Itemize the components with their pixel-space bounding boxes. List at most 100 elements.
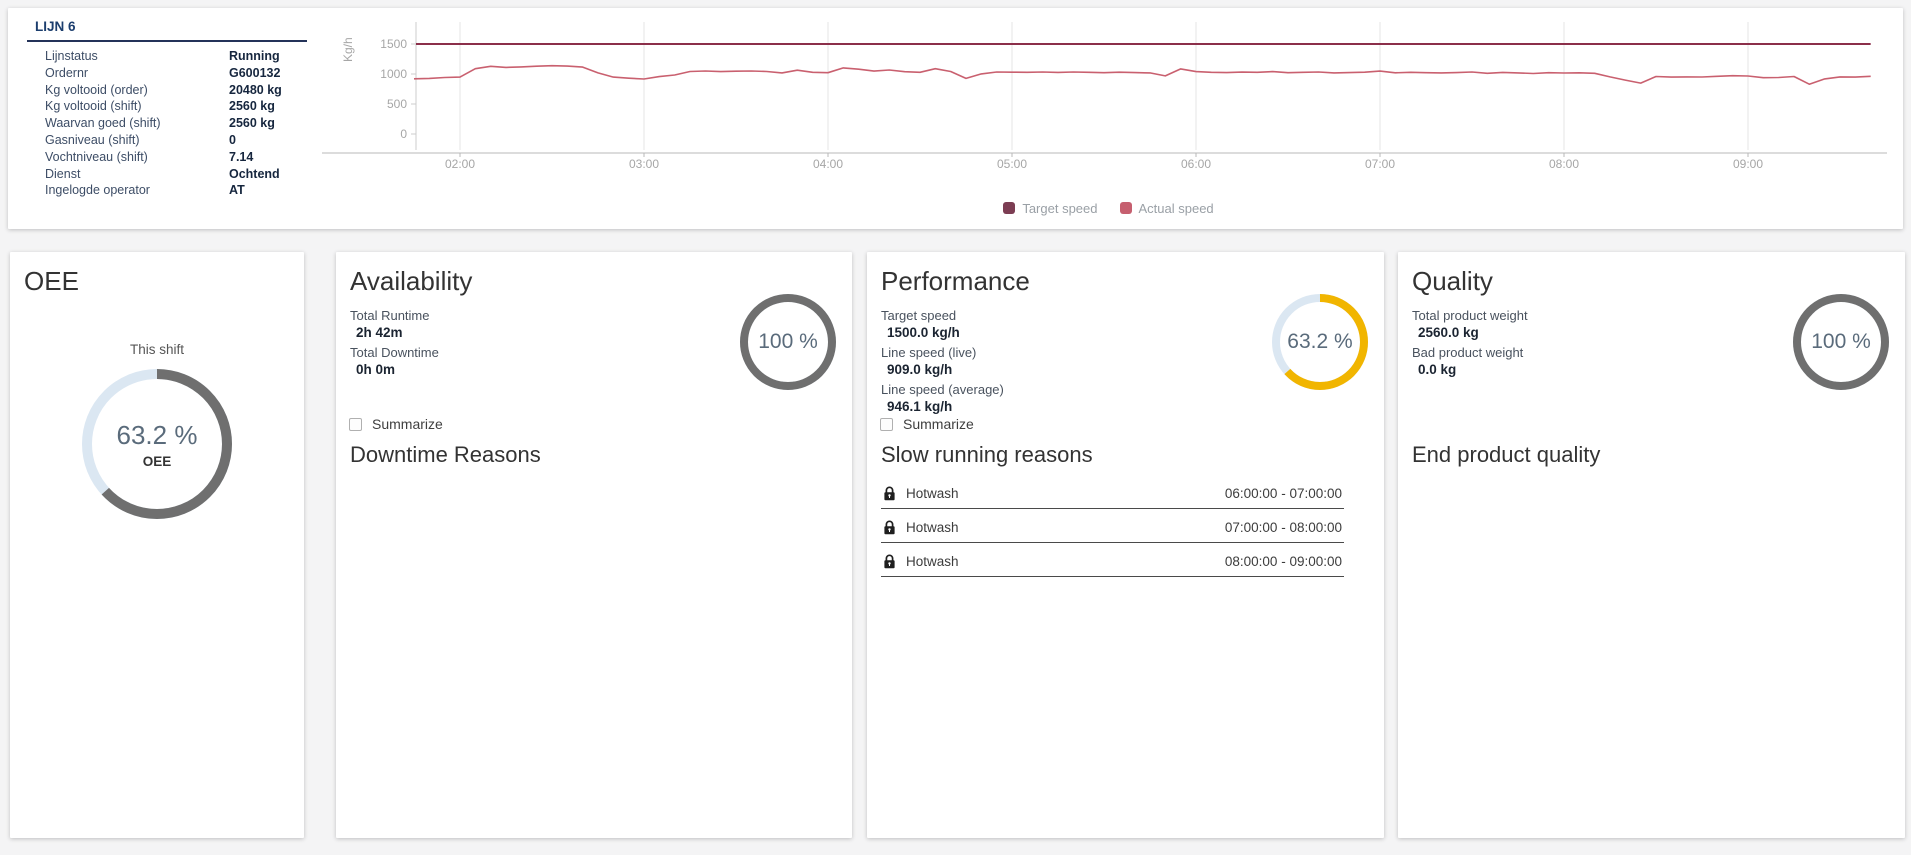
- performance-stats: Target speed 1500.0 kg/h Line speed (live)…: [881, 308, 1370, 415]
- lock-icon: [884, 520, 895, 535]
- performance-card: Performance Target speed 1500.0 kg/h Line …: [867, 252, 1384, 838]
- stat-value: 909.0 kg/h: [887, 362, 953, 377]
- svg-text:08:00: 08:00: [1549, 157, 1579, 171]
- stat-value: 0.0 kg: [1418, 362, 1457, 377]
- svg-text:06:00: 06:00: [1181, 157, 1211, 171]
- donut-text: 63.2 % OEE: [82, 369, 232, 519]
- stat: Line speed (average) 946.1 kg/h: [881, 382, 1370, 415]
- stat-value: 946.1 kg/h: [887, 399, 953, 414]
- stat-label: Bad product weight: [1412, 345, 1524, 360]
- end-product-quality-heading: End product quality: [1412, 442, 1601, 467]
- svg-text:500: 500: [387, 97, 407, 111]
- info-label: Ingelogde operator: [45, 183, 150, 198]
- line-status-panel: LIJN 6 Lijnstatus Running Ordernr G600132 Kg…: [8, 8, 1903, 229]
- svg-text:1500: 1500: [380, 37, 407, 51]
- shift-label: This shift: [129, 342, 184, 357]
- line-info-row: Kg voltooid (order) 20480 kg: [27, 82, 307, 99]
- lock-icon: [884, 486, 895, 501]
- line-info-row: Ordernr G600132: [27, 65, 307, 82]
- stat-value: 0h 0m: [356, 362, 396, 377]
- summarize-label: Summarize: [372, 416, 443, 432]
- stat-label: Total Runtime: [350, 308, 430, 323]
- card-title-performance: Performance: [881, 266, 1030, 296]
- summarize-label: Summarize: [903, 416, 974, 432]
- svg-text:05:00: 05:00: [997, 157, 1027, 171]
- info-value: 2560 kg: [229, 99, 275, 114]
- reason-name: Hotwash: [906, 520, 959, 535]
- donut-text: 100 %: [1793, 294, 1889, 390]
- quality-card: Quality Total product weight 2560.0 kg Bad…: [1398, 252, 1905, 838]
- legend-label: Target speed: [1022, 200, 1098, 216]
- stat: Total product weight 2560.0 kg: [1412, 308, 1891, 341]
- info-label: Gasniveau (shift): [45, 132, 140, 147]
- info-value: 20480 kg: [229, 82, 282, 97]
- stat: Line speed (live) 909.0 kg/h: [881, 345, 1370, 378]
- oee-card: OEE This shift 63.2 % OEE: [10, 252, 304, 838]
- stat-label: Total Downtime: [350, 345, 439, 360]
- summarize-availability[interactable]: Summarize: [349, 416, 443, 432]
- quality-stats: Total product weight 2560.0 kg Bad product…: [1412, 308, 1891, 378]
- info-label: Vochtniveau (shift): [45, 149, 148, 164]
- stat: Bad product weight 0.0 kg: [1412, 345, 1891, 378]
- reason-row[interactable]: Hotwash 08:00:00 - 09:00:00: [881, 552, 1344, 577]
- line-info-rows: Lijnstatus Running Ordernr G600132 Kg voltoo…: [27, 42, 307, 199]
- line-info-table: LIJN 6 Lijnstatus Running Ordernr G600132 Kg…: [27, 15, 307, 199]
- reason-name: Hotwash: [906, 554, 959, 569]
- info-label: Dienst: [45, 166, 81, 181]
- info-label: Ordernr: [45, 65, 89, 80]
- info-value: 7.14: [229, 149, 254, 164]
- card-title-oee: OEE: [24, 266, 79, 296]
- availability-donut: 100 %: [740, 294, 836, 390]
- donut-sublabel: OEE: [142, 453, 172, 469]
- card-title-availability: Availability: [350, 266, 473, 296]
- svg-text:03:00: 03:00: [629, 157, 659, 171]
- speed-chart-svg: 02:00 03:00 04:00 05:00 06:00 07:00 08:00 09:00…: [322, 22, 1887, 171]
- stat-label: Total product weight: [1412, 308, 1528, 323]
- info-value: 2560 kg: [229, 116, 275, 131]
- downtime-reasons-heading: Downtime Reasons: [350, 442, 541, 467]
- stat-value: 2560.0 kg: [1418, 325, 1479, 340]
- info-value: Running: [229, 49, 280, 63]
- info-value: AT: [229, 183, 245, 198]
- slow-running-reasons-list: Hotwash 06:00:00 - 07:00:00 Hotwash 07:00:0…: [881, 484, 1344, 586]
- info-label: Waarvan goed (shift): [45, 116, 161, 131]
- info-label: Lijnstatus: [45, 49, 98, 63]
- line-info-row: Dienst Ochtend: [27, 166, 307, 183]
- line-info-row: Ingelogde operator AT: [27, 182, 307, 199]
- stat: Target speed 1500.0 kg/h: [881, 308, 1370, 341]
- info-label: Kg voltooid (shift): [45, 99, 142, 114]
- summarize-checkbox[interactable]: [349, 417, 362, 431]
- summarize-performance[interactable]: Summarize: [880, 416, 974, 432]
- svg-text:09:00: 09:00: [1733, 157, 1763, 171]
- stat-value: 1500.0 kg/h: [887, 325, 960, 340]
- chart-legend: Target speed Actual speed: [322, 198, 1895, 218]
- stat: Total Downtime 0h 0m: [350, 345, 838, 378]
- stat-label: Line speed (average): [881, 382, 1004, 397]
- reason-name: Hotwash: [906, 486, 959, 501]
- reason-row[interactable]: Hotwash 07:00:00 - 08:00:00: [881, 518, 1344, 543]
- info-value: Ochtend: [229, 166, 280, 181]
- donut-percent: 63.2 %: [116, 419, 198, 450]
- stat: Total Runtime 2h 42m: [350, 308, 838, 341]
- reason-time: 08:00:00 - 09:00:00: [1224, 554, 1342, 569]
- info-value: 0: [229, 132, 236, 147]
- line-info-row: Vochtniveau (shift) 7.14: [27, 149, 307, 166]
- performance-donut: 63.2 %: [1272, 294, 1368, 390]
- legend-label: Actual speed: [1138, 200, 1214, 216]
- svg-text:Kg/h: Kg/h: [341, 37, 355, 62]
- legend-item-actual-speed[interactable]: Actual speed: [1119, 200, 1214, 216]
- stat-label: Line speed (live): [881, 345, 977, 360]
- svg-text:0: 0: [400, 127, 407, 141]
- reason-row[interactable]: Hotwash 06:00:00 - 07:00:00: [881, 484, 1344, 509]
- summarize-checkbox[interactable]: [880, 417, 893, 431]
- donut-percent: 100 %: [758, 330, 818, 353]
- svg-text:07:00: 07:00: [1365, 157, 1395, 171]
- legend-item-target-speed[interactable]: Target speed: [1003, 200, 1098, 216]
- legend-swatch-icon: [1119, 202, 1132, 214]
- slow-running-reasons-heading: Slow running reasons: [881, 442, 1093, 467]
- stat-value: 2h 42m: [356, 325, 403, 340]
- reason-time: 06:00:00 - 07:00:00: [1224, 486, 1342, 501]
- line-title: LIJN 6: [27, 15, 307, 42]
- svg-text:02:00: 02:00: [445, 157, 475, 171]
- svg-text:1000: 1000: [380, 67, 407, 81]
